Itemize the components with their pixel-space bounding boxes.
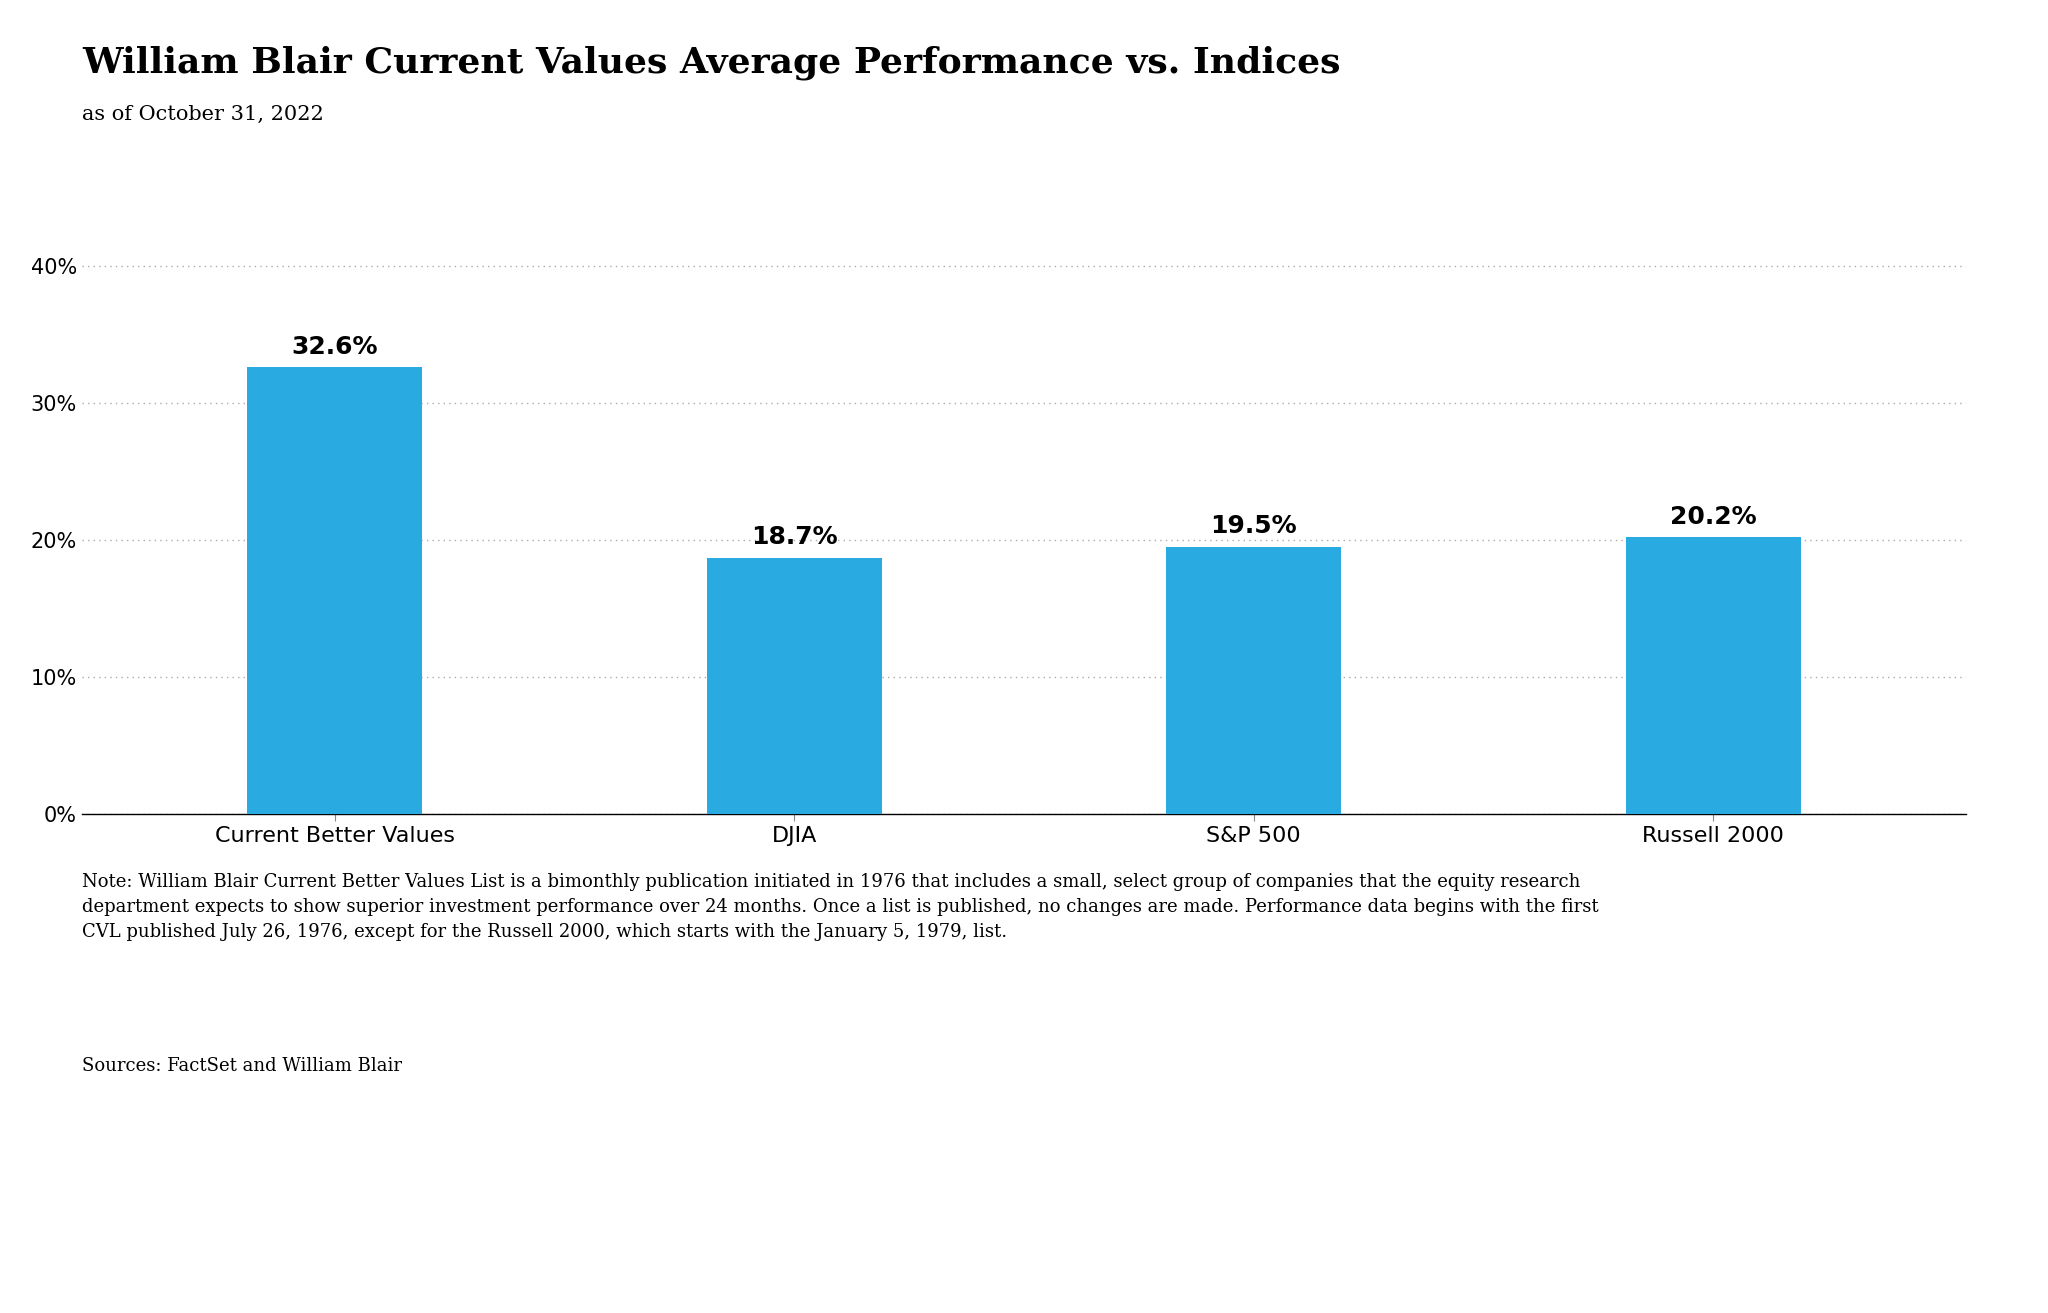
Text: William Blair Current Values Average Performance vs. Indices: William Blair Current Values Average Per…	[82, 46, 1341, 80]
Text: Sources: FactSet and William Blair: Sources: FactSet and William Blair	[82, 1057, 401, 1075]
Bar	[1167, 546, 1341, 814]
Text: Note: William Blair Current Better Values List is a bimonthly publication initia: Note: William Blair Current Better Value…	[82, 873, 1599, 941]
Bar	[1626, 537, 1800, 814]
Text: as of October 31, 2022: as of October 31, 2022	[82, 105, 324, 123]
Text: 32.6%: 32.6%	[291, 335, 379, 358]
Text: 18.7%: 18.7%	[752, 525, 838, 549]
Text: 20.2%: 20.2%	[1669, 504, 1757, 529]
Bar	[707, 558, 881, 814]
Text: 19.5%: 19.5%	[1210, 515, 1296, 538]
Bar	[248, 368, 422, 814]
